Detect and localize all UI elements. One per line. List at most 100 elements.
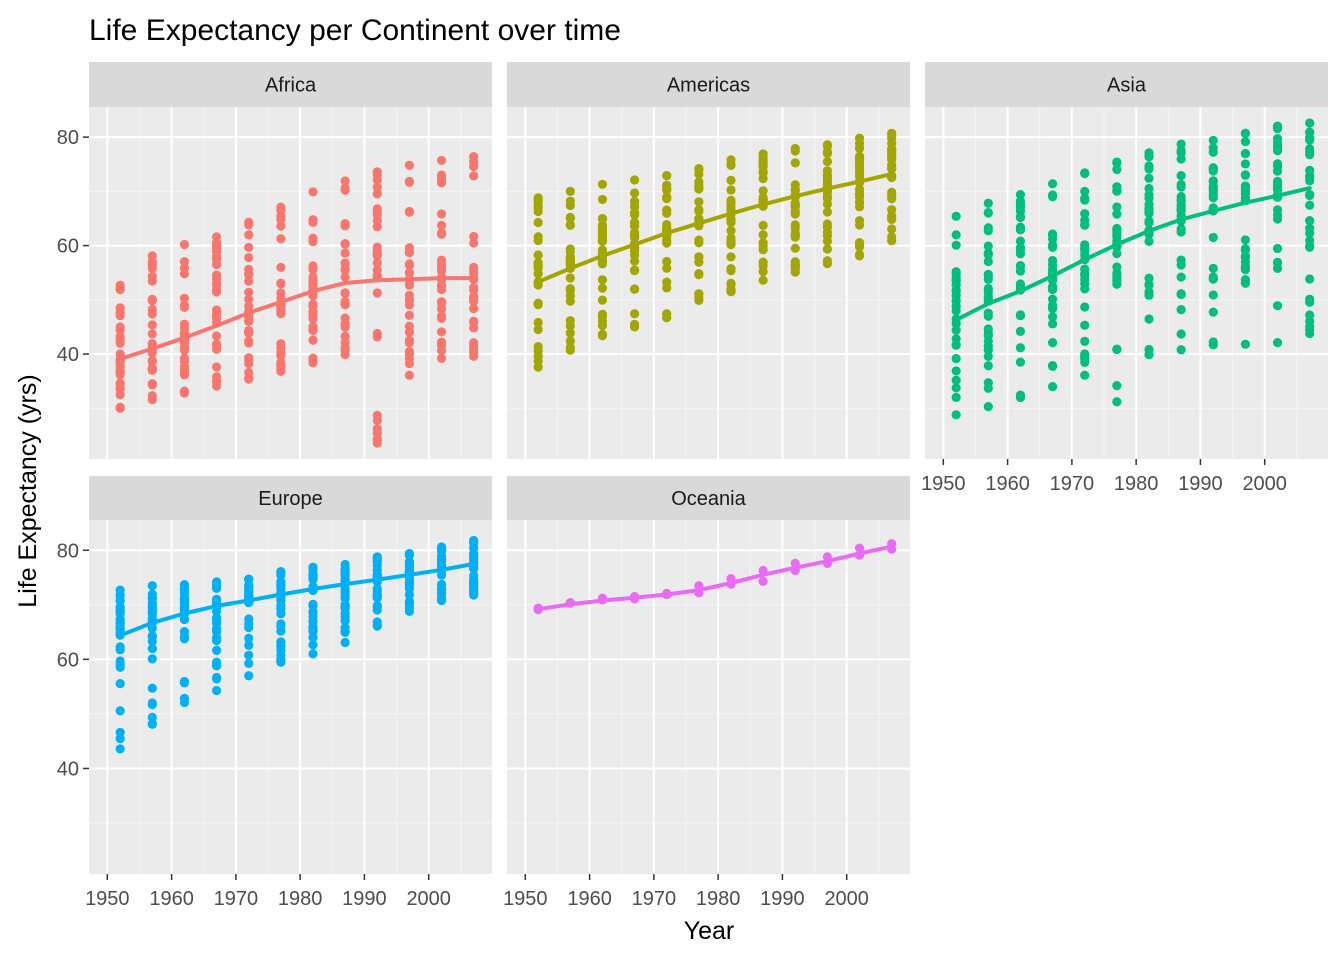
data-point-americas bbox=[662, 238, 672, 248]
data-point-africa bbox=[340, 219, 350, 229]
data-point-asia bbox=[1047, 338, 1058, 348]
data-point-africa bbox=[404, 260, 415, 270]
data-point-europe bbox=[308, 612, 318, 622]
data-point-asia bbox=[1176, 182, 1186, 192]
data-point-africa bbox=[179, 257, 190, 267]
data-point-americas bbox=[629, 221, 640, 231]
data-point-asia bbox=[951, 366, 961, 376]
data-point-asia bbox=[983, 324, 993, 334]
data-point-asia bbox=[1208, 232, 1218, 243]
data-point-africa bbox=[372, 428, 382, 438]
data-point-americas bbox=[726, 252, 736, 262]
data-point-europe bbox=[340, 612, 350, 622]
x-tick-label: 1960 bbox=[567, 888, 612, 910]
data-point-europe bbox=[469, 577, 479, 587]
data-point-africa bbox=[404, 300, 415, 310]
data-point-europe bbox=[276, 626, 286, 636]
data-point-americas bbox=[533, 324, 543, 335]
data-point-americas bbox=[822, 166, 833, 176]
data-point-americas bbox=[694, 165, 704, 175]
data-point-africa bbox=[179, 386, 190, 396]
data-point-africa bbox=[244, 338, 254, 348]
data-point-africa bbox=[211, 311, 222, 321]
facet-label-europe: Europe bbox=[258, 488, 323, 510]
data-point-africa bbox=[404, 177, 415, 188]
data-point-africa bbox=[340, 176, 350, 186]
data-point-americas bbox=[790, 198, 800, 208]
data-point-europe bbox=[372, 605, 382, 615]
data-point-africa bbox=[436, 280, 447, 290]
data-point-americas bbox=[597, 283, 608, 293]
data-point-africa bbox=[276, 262, 286, 272]
data-point-africa bbox=[436, 340, 447, 350]
data-point-asia bbox=[983, 402, 993, 412]
data-point-americas bbox=[565, 212, 575, 222]
data-point-europe bbox=[372, 592, 382, 602]
data-point-americas bbox=[790, 206, 800, 216]
data-point-americas bbox=[822, 191, 833, 201]
data-point-africa bbox=[276, 221, 286, 231]
data-point-africa bbox=[211, 377, 222, 387]
facet-label-asia: Asia bbox=[1107, 75, 1147, 97]
data-point-africa bbox=[147, 304, 157, 315]
data-point-africa bbox=[115, 285, 125, 295]
data-point-asia bbox=[1015, 249, 1026, 259]
smooth-line-americas bbox=[536, 172, 894, 284]
data-point-americas bbox=[565, 246, 575, 257]
data-point-americas bbox=[758, 186, 768, 196]
data-point-americas bbox=[629, 208, 640, 218]
data-point-americas bbox=[597, 194, 608, 205]
data-point-asia bbox=[1112, 223, 1122, 234]
data-point-asia bbox=[1305, 274, 1315, 284]
data-point-asia bbox=[1047, 179, 1058, 189]
data-point-americas bbox=[565, 256, 575, 266]
data-point-africa bbox=[276, 349, 286, 359]
data-point-americas bbox=[565, 285, 575, 295]
data-point-europe bbox=[276, 656, 286, 666]
data-point-europe bbox=[211, 645, 222, 655]
data-point-americas bbox=[887, 144, 897, 155]
data-point-asia bbox=[1208, 193, 1218, 203]
data-point-asia bbox=[1047, 294, 1058, 304]
facet-strip-asia bbox=[925, 62, 1328, 107]
data-point-africa bbox=[436, 311, 447, 321]
data-point-africa bbox=[469, 161, 479, 172]
data-point-europe bbox=[276, 645, 286, 655]
data-point-asia bbox=[1080, 209, 1090, 219]
data-point-americas bbox=[533, 317, 543, 328]
data-point-asia bbox=[1144, 273, 1154, 283]
facet-asia: Asia 1950 1960 1970 1980 1990 2000 bbox=[921, 62, 1328, 495]
data-point-asia bbox=[1015, 189, 1026, 200]
data-point-africa bbox=[179, 324, 190, 334]
data-point-asia bbox=[951, 410, 961, 420]
data-point-asia bbox=[1240, 339, 1251, 349]
data-point-americas bbox=[694, 289, 704, 299]
data-point-asia bbox=[1272, 243, 1283, 254]
data-point-asia bbox=[1176, 195, 1186, 206]
data-point-africa bbox=[276, 288, 286, 298]
data-point-asia bbox=[1047, 240, 1058, 250]
data-point-africa bbox=[147, 271, 157, 281]
panel-background bbox=[925, 107, 1328, 459]
data-point-africa bbox=[308, 335, 318, 345]
facet-strip-americas bbox=[507, 62, 910, 107]
facet-europe: Europe 40 60 80 1950 1960 1970 1980 1990 2000 bbox=[57, 476, 492, 910]
x-tick-label: 1970 bbox=[214, 888, 259, 910]
data-point-americas bbox=[726, 233, 736, 243]
data-point-americas bbox=[887, 155, 897, 165]
data-point-americas bbox=[533, 217, 543, 228]
data-point-africa bbox=[340, 296, 350, 307]
data-point-europe bbox=[179, 594, 190, 605]
data-point-americas bbox=[822, 207, 833, 217]
data-point-europe bbox=[436, 583, 447, 593]
data-point-asia bbox=[1112, 248, 1122, 259]
data-point-europe bbox=[244, 633, 254, 643]
data-point-africa bbox=[179, 302, 190, 312]
data-point-africa bbox=[308, 301, 318, 311]
data-point-africa bbox=[372, 265, 382, 275]
data-point-africa bbox=[308, 310, 318, 320]
data-point-asia bbox=[1305, 200, 1315, 210]
data-point-americas bbox=[854, 151, 865, 161]
data-point-africa bbox=[115, 335, 125, 346]
data-point-europe bbox=[244, 671, 254, 681]
